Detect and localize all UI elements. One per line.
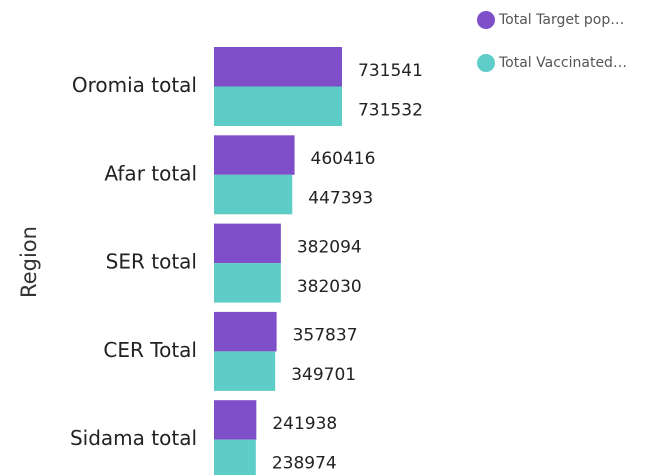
- y-tick-label: Sidama total: [70, 426, 197, 450]
- bar: [214, 174, 293, 215]
- bar: [214, 263, 281, 303]
- y-tick-label: CER Total: [103, 338, 197, 362]
- bar: [214, 400, 257, 440]
- data-label: 731541: [358, 61, 423, 81]
- data-label: 731532: [358, 100, 423, 120]
- bar: [214, 351, 276, 391]
- data-label: 238974: [272, 453, 337, 473]
- bar: [214, 439, 256, 475]
- data-label: 241938: [272, 414, 337, 434]
- y-axis-title: Region: [17, 226, 41, 298]
- legend-swatch: [477, 11, 495, 29]
- data-label: 349701: [291, 365, 356, 385]
- legend-label: Total Target pop…: [498, 12, 624, 28]
- bar: [214, 86, 342, 126]
- data-label: 382030: [297, 277, 362, 297]
- bar: [214, 135, 295, 175]
- y-tick-label: Oromia total: [72, 73, 197, 97]
- y-tick-label: SER total: [106, 250, 197, 274]
- y-tick-label: Afar total: [104, 161, 197, 185]
- bar: [214, 223, 281, 264]
- data-label: 357837: [293, 326, 358, 346]
- data-label: 382094: [297, 237, 362, 257]
- legend-swatch: [477, 54, 495, 72]
- data-label: 460416: [311, 149, 376, 169]
- legend-label: Total Vaccinated…: [498, 55, 627, 71]
- data-label: 447393: [308, 189, 373, 209]
- bar: [214, 47, 342, 87]
- bar: [214, 311, 277, 352]
